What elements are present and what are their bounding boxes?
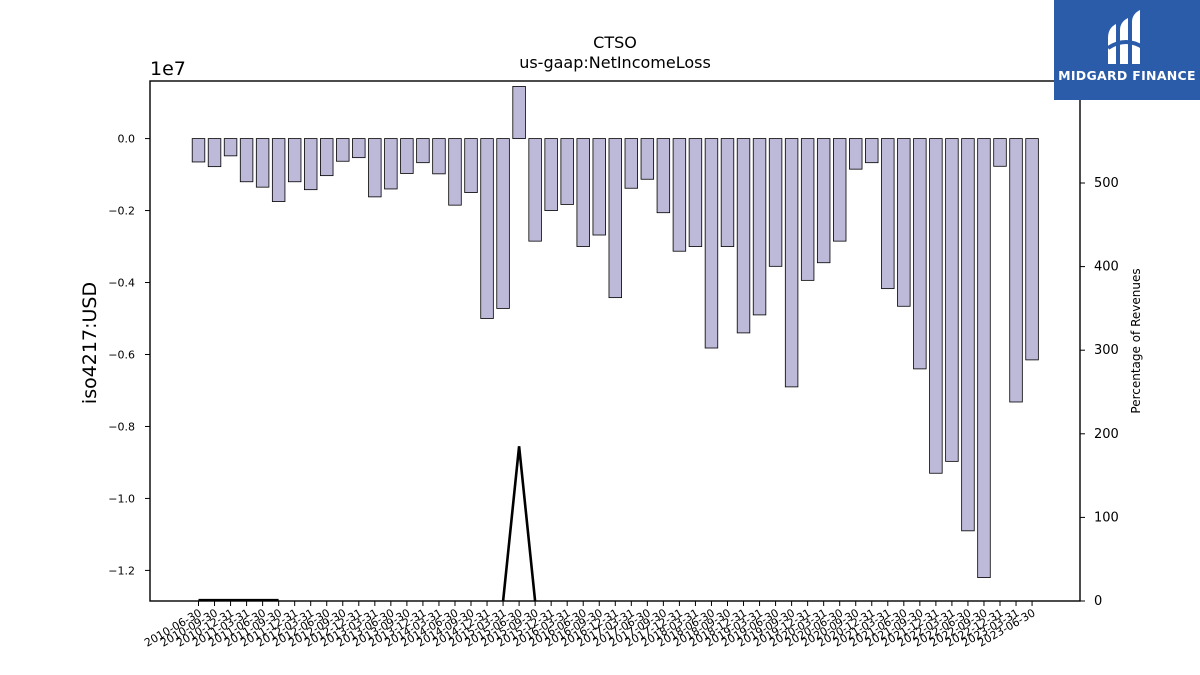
y-axis: 0.0 −0.2 −0.4 −0.6 −0.8 −1.0 −1.2	[108, 133, 150, 577]
bar	[897, 138, 911, 307]
logo-text: MIDGARD FINANCE	[1058, 68, 1196, 83]
y2-tick-label: 100	[1094, 510, 1119, 525]
bar	[432, 138, 446, 175]
y-tick-label: −0.6	[108, 348, 135, 361]
bar	[480, 138, 494, 319]
bar	[576, 138, 590, 247]
bar	[913, 138, 927, 370]
y-tick-label: 0.0	[118, 133, 136, 146]
bar	[320, 138, 334, 177]
y-axis-label: iso4217:USD	[79, 282, 101, 404]
bar	[720, 138, 735, 247]
bar	[656, 138, 671, 214]
bar	[865, 138, 879, 164]
y-tick-label: −1.0	[108, 492, 135, 505]
bar	[287, 138, 302, 183]
y-tick-label: −1.2	[108, 564, 135, 577]
y2-tick-label: 200	[1094, 427, 1119, 442]
bar	[640, 138, 655, 180]
bar	[704, 138, 719, 349]
y2-tick-label: 0	[1094, 594, 1102, 609]
bar	[271, 138, 286, 202]
bar	[672, 138, 687, 252]
bar	[961, 138, 975, 532]
bar	[624, 138, 639, 189]
bar	[191, 138, 206, 163]
bar	[929, 138, 943, 474]
y-tick-label: −0.8	[108, 420, 135, 433]
revenue-line	[501, 446, 537, 602]
bar	[352, 138, 366, 159]
bar	[207, 138, 222, 168]
bar	[833, 138, 847, 242]
bar	[400, 138, 414, 174]
y2-axis-label: Percentage of Revenues	[1129, 268, 1143, 413]
bar	[448, 138, 462, 206]
bar	[528, 138, 542, 242]
bar	[223, 138, 238, 157]
bar	[768, 138, 783, 267]
bar	[239, 138, 254, 183]
y-tick-label: −0.4	[108, 277, 135, 290]
bar	[255, 138, 270, 188]
bar	[384, 138, 398, 190]
bar	[512, 85, 526, 139]
bar	[544, 138, 558, 211]
y-tick-label: −0.2	[108, 205, 135, 218]
y2-tick-label: 300	[1094, 343, 1119, 358]
bar	[1025, 138, 1039, 361]
logo-mark-icon	[1106, 10, 1146, 64]
chart-title: CTSO	[593, 33, 637, 52]
bar	[496, 138, 510, 309]
y2-tick-label: 500	[1094, 176, 1119, 191]
y-offset-label: 1e7	[150, 58, 186, 80]
bar	[416, 138, 430, 164]
bar	[592, 138, 606, 236]
bar	[977, 138, 991, 579]
bar	[784, 138, 799, 388]
bar	[752, 138, 767, 316]
bar	[608, 138, 622, 299]
bar	[881, 138, 895, 290]
bars-group	[191, 85, 1039, 579]
y2-axis: 0 100 200 300 400 500	[1080, 176, 1119, 609]
chart-subtitle: us-gaap:NetIncomeLoss	[519, 53, 711, 72]
logo: MIDGARD FINANCE	[1054, 0, 1200, 100]
bar	[304, 138, 318, 191]
bar	[945, 138, 959, 462]
bar	[560, 138, 574, 205]
revenue-line-group	[198, 446, 537, 602]
bar	[688, 138, 703, 247]
bar	[800, 138, 815, 281]
y2-tick-label: 400	[1094, 260, 1119, 275]
bar	[736, 138, 751, 334]
bar	[368, 138, 382, 198]
x-axis: 2010-06-302010-09-302010-12-312011-03-31…	[142, 601, 1038, 650]
bar	[464, 138, 478, 193]
bar	[993, 138, 1007, 167]
bar	[1009, 138, 1023, 403]
bar	[849, 138, 863, 170]
bar	[336, 138, 350, 162]
bar	[816, 138, 831, 264]
